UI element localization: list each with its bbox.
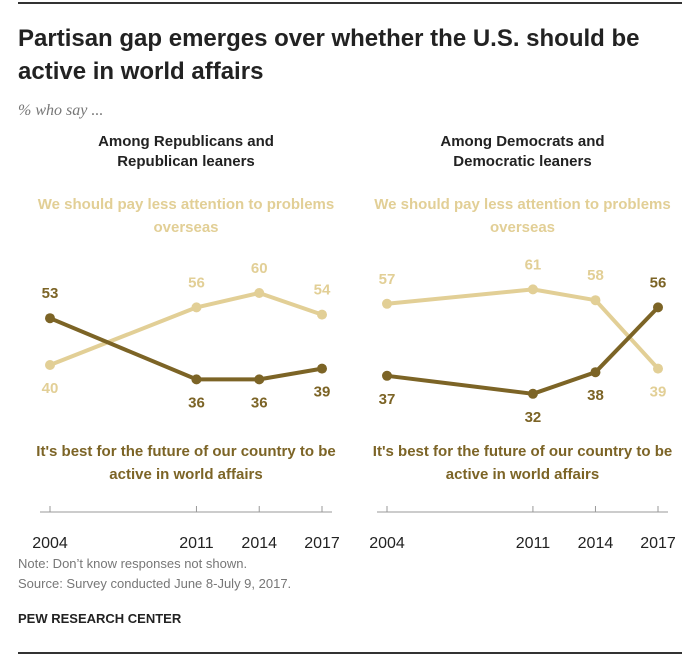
- point: [382, 370, 392, 381]
- point: [382, 298, 392, 309]
- series-line: [386, 287, 660, 370]
- point: [590, 295, 601, 306]
- x-tick-label: 2017: [640, 535, 676, 552]
- x-tick-label: 2014: [578, 535, 614, 552]
- series-label: We should pay less attention to problems…: [374, 196, 671, 236]
- subtitle: % who say ...: [18, 102, 104, 119]
- point: [45, 360, 55, 370]
- point: [254, 374, 265, 385]
- series-label: We should pay less attention to problems…: [37, 196, 335, 236]
- point: [653, 302, 663, 313]
- point: [653, 363, 663, 374]
- source: Source: Survey conducted June 8-July 9, …: [18, 576, 292, 591]
- value-label: 38: [587, 387, 604, 404]
- panel-title: Among Democrats and Democratic leaners: [440, 133, 605, 170]
- value-label: 56: [188, 274, 205, 291]
- panel-title: Among Republicans and Republican leaners: [98, 133, 274, 170]
- value-label: 54: [314, 282, 331, 299]
- x-tick-label: 2004: [369, 535, 405, 552]
- x-tick-label: 2014: [241, 535, 277, 552]
- series-label: It's best for the future of our country …: [372, 443, 673, 483]
- value-label: 53: [42, 285, 59, 302]
- series-line: [49, 291, 323, 367]
- x-tick-label: 2004: [32, 535, 68, 552]
- point: [191, 374, 202, 385]
- value-label: 58: [587, 267, 604, 284]
- value-label: 32: [525, 409, 542, 426]
- value-label: 40: [42, 380, 59, 397]
- x-tick-label: 2011: [179, 535, 214, 552]
- point: [45, 313, 55, 324]
- point: [527, 284, 538, 295]
- x-tick-label: 2017: [304, 535, 340, 552]
- title: Partisan gap emerges over whether the U.…: [18, 25, 640, 85]
- point: [254, 288, 265, 298]
- value-label: 39: [314, 384, 331, 401]
- credit: PEW RESEARCH CENTER: [18, 611, 182, 626]
- point: [527, 388, 538, 399]
- value-label: 36: [251, 394, 268, 411]
- value-label: 60: [251, 260, 268, 277]
- value-label: 57: [379, 271, 396, 288]
- value-label: 37: [379, 391, 396, 408]
- point: [317, 309, 327, 320]
- point: [191, 302, 202, 313]
- point: [590, 367, 601, 378]
- value-label: 61: [525, 256, 542, 273]
- series-label: It's best for the future of our country …: [36, 443, 336, 483]
- value-label: 39: [650, 384, 667, 401]
- note: Note: Don’t know responses not shown.: [18, 556, 248, 571]
- value-label: 36: [188, 394, 205, 411]
- series-line: [49, 316, 323, 382]
- series-line: [386, 306, 660, 396]
- top-rule: [18, 2, 682, 4]
- x-tick-label: 2011: [516, 535, 551, 552]
- bottom-rule: [18, 652, 682, 654]
- value-label: 56: [650, 274, 667, 291]
- point: [317, 363, 327, 374]
